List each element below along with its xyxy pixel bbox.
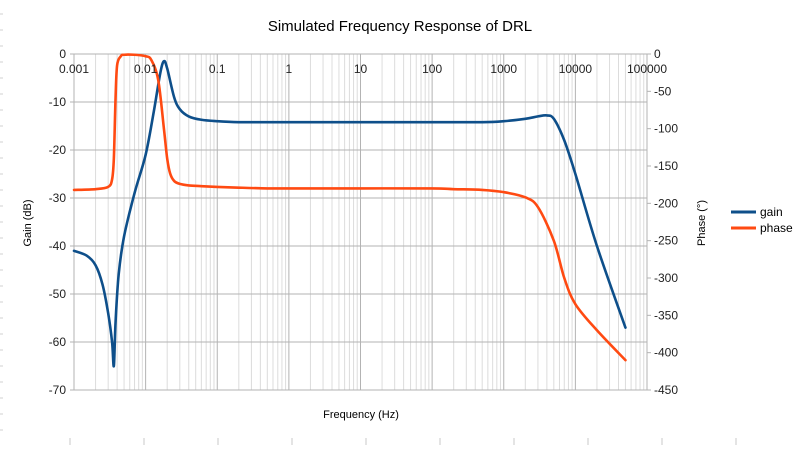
y2-tick-label: -250 [654,234,678,248]
x-axis-title: Frequency (Hz) [323,409,399,421]
y-tick-label: 0 [59,47,66,61]
series-line-gain [72,59,627,368]
x-tick-label: 1 [286,62,293,76]
x-tick-label: 0.1 [209,62,226,76]
y-tick-label: -10 [49,95,67,109]
y2-tick-label: -200 [654,196,678,210]
axes [70,53,651,391]
y2-tick-label: 0 [654,47,661,61]
x-tick-label: 100000 [627,62,667,76]
y2-tick-label: -150 [654,159,678,173]
y-tick-label: -30 [49,191,67,205]
legend: gain phase [731,205,793,235]
tick-labels: 0.001 0.01 0.1 1 10 100 1000 10000 1000000-10-20… [49,47,679,397]
y2-tick-label: -50 [654,84,672,98]
grid [73,53,648,391]
y-tick-label: -60 [49,335,67,349]
x-tick-label: 0.01 [134,62,158,76]
y-tick-label: -40 [49,239,67,253]
y2-tick-label: -100 [654,122,678,136]
y-tick-label: -20 [49,143,67,157]
y-axis-title: Gain (dB) [22,199,34,246]
y-tick-label: -70 [49,383,67,397]
chart-title: Simulated Frequency Response of DRL [268,18,532,35]
y2-tick-label: -300 [654,271,678,285]
y2-tick-label: -450 [654,383,678,397]
y-tick-label: -50 [49,287,67,301]
x-tick-label: 10000 [559,62,593,76]
series-layer [72,53,627,368]
y2-tick-label: -350 [654,308,678,322]
legend-label-phase: phase [760,221,793,235]
x-tick-label: 0.001 [59,62,89,76]
x-tick-label: 100 [422,62,442,76]
y2-tick-label: -400 [654,346,678,360]
y2-axis-title: Phase (°) [696,200,708,246]
legend-label-gain: gain [760,205,783,219]
x-tick-label: 1000 [490,62,517,76]
x-tick-label: 10 [354,62,368,76]
series-line-phase [72,53,627,362]
